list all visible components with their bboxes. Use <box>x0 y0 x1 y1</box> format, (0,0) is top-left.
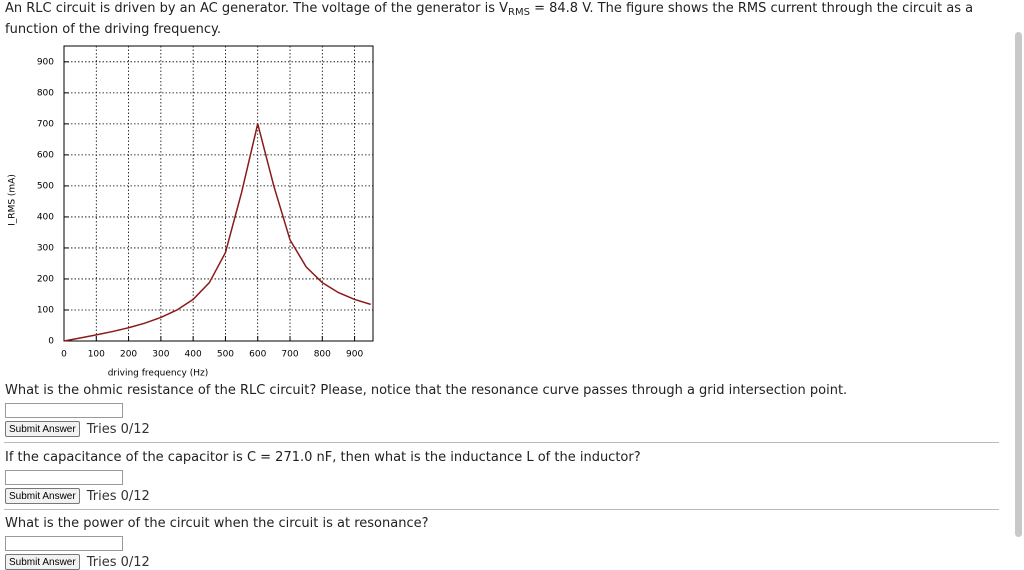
answer-input[interactable] <box>5 403 123 418</box>
x-tick-label: 900 <box>346 350 363 360</box>
y-axis-label: I_RMS (mA) <box>8 174 18 226</box>
y-tick-label: 900 <box>37 57 54 67</box>
chart: driving frequency (Hz) I_RMS (mA) 0 100 20… <box>8 45 374 379</box>
plot-frame <box>63 45 374 342</box>
y-tick-label: 300 <box>37 243 54 253</box>
x-tick-label: 500 <box>217 350 234 360</box>
submit-button[interactable]: Submit Answer <box>5 554 80 570</box>
y-tick-label: 0 <box>48 337 54 347</box>
x-tick-label: 800 <box>314 350 331 360</box>
intro: An RLC circuit is driven by an AC genera… <box>5 0 1005 38</box>
y-tick-label: 800 <box>37 88 54 98</box>
x-tick-label: 700 <box>281 350 298 360</box>
y-tick-label: 600 <box>37 150 54 160</box>
scrollbar[interactable] <box>1015 32 1022 537</box>
x-tick-label: 400 <box>185 350 202 360</box>
submit-button[interactable]: Submit Answer <box>5 421 80 437</box>
question-text: If the capacitance of the capacitor is C… <box>5 450 641 465</box>
answer-input[interactable] <box>5 536 123 551</box>
separator <box>4 442 999 443</box>
intro-text: = 84.8 V. The figure shows the RMS curre… <box>5 1 974 37</box>
x-tick-label: 200 <box>120 350 137 360</box>
question-text: What is the ohmic resistance of the RLC … <box>5 383 848 398</box>
line <box>63 123 371 342</box>
intro-subscript: RMS <box>508 7 530 18</box>
intro-text: An RLC circuit is driven by an AC genera… <box>5 1 509 16</box>
x-tick-label: 100 <box>88 350 105 360</box>
tries: Tries 0/12 <box>86 421 150 437</box>
question: What is the ohmic resistance of the RLC … <box>5 383 1000 437</box>
question: What is the power of the circuit when th… <box>5 516 1000 570</box>
y-tick-label: 400 <box>37 212 54 222</box>
x-tick-label: 600 <box>249 350 266 360</box>
submit-button[interactable]: Submit Answer <box>5 488 80 504</box>
x-tick-label: 0 <box>61 350 67 360</box>
question-text: What is the power of the circuit when th… <box>5 516 429 531</box>
x-tick-label: 300 <box>152 350 169 360</box>
tries: Tries 0/12 <box>86 488 150 504</box>
separator <box>4 509 999 510</box>
x-axis-label: driving frequency (Hz) <box>108 369 209 379</box>
y-tick-label: 500 <box>37 181 54 191</box>
question: If the capacitance of the capacitor is C… <box>5 450 1000 504</box>
y-tick-label: 700 <box>37 119 54 129</box>
tries: Tries 0/12 <box>86 554 150 570</box>
y-tick-label: 100 <box>37 305 54 315</box>
y-tick-label: 200 <box>37 274 54 284</box>
answer-input[interactable] <box>5 470 123 485</box>
